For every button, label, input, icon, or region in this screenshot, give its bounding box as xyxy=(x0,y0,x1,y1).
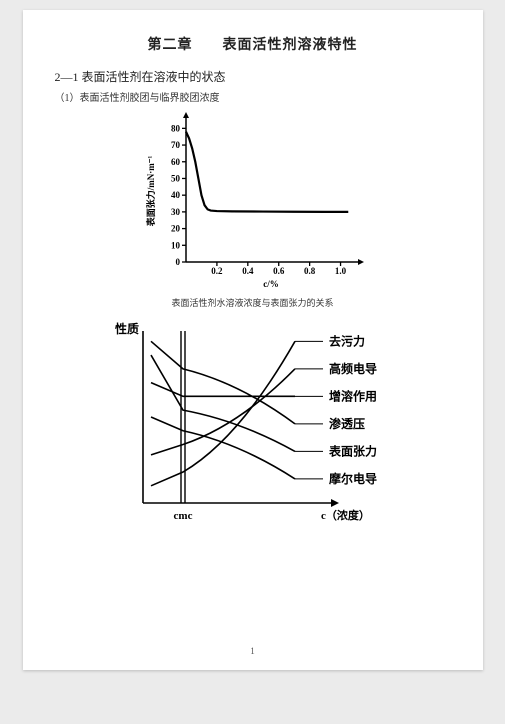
figure-2: 性质 cmc c（浓度） 去污力高频电导增溶作用渗透压表面张力摩尔电导 xyxy=(55,317,451,527)
svg-text:c/%: c/% xyxy=(263,279,279,289)
svg-text:0.4: 0.4 xyxy=(242,266,254,276)
svg-text:20: 20 xyxy=(171,224,181,234)
svg-text:cmc: cmc xyxy=(173,510,192,522)
svg-text:60: 60 xyxy=(171,157,181,167)
svg-text:30: 30 xyxy=(171,207,181,217)
svg-text:40: 40 xyxy=(171,190,181,200)
svg-text:c（浓度）: c（浓度） xyxy=(321,508,370,522)
section-title: 2—1 表面活性剂在溶液中的状态 xyxy=(55,68,451,85)
svg-text:0.6: 0.6 xyxy=(273,266,285,276)
svg-text:渗透压: 渗透压 xyxy=(329,416,365,431)
document-page: 第二章 表面活性剂溶液特性 2—1 表面活性剂在溶液中的状态 （1）表面活性剂胶… xyxy=(23,10,483,670)
svg-text:表面张力: 表面张力 xyxy=(328,443,377,458)
svg-text:10: 10 xyxy=(171,240,181,250)
svg-text:性质: 性质 xyxy=(114,321,139,336)
surface-tension-chart: 0 10 20 30 40 50 60 70 80 0.2 0.4 0.6 0.8 1.0 c/% 表面张力/… xyxy=(138,110,368,290)
svg-text:表面张力/mN·m⁻¹: 表面张力/mN·m⁻¹ xyxy=(145,155,156,227)
svg-text:0.2: 0.2 xyxy=(211,266,223,276)
properties-vs-concentration-chart: 性质 cmc c（浓度） 去污力高频电导增溶作用渗透压表面张力摩尔电导 xyxy=(103,317,403,527)
svg-text:0: 0 xyxy=(175,257,180,267)
figure-1-caption: 表面活性剂水溶液浓度与表面张力的关系 xyxy=(55,296,451,309)
figure-1: 0 10 20 30 40 50 60 70 80 0.2 0.4 0.6 0.8 1.0 c/% 表面张力/… xyxy=(55,110,451,290)
svg-text:80: 80 xyxy=(171,123,181,133)
svg-text:增溶作用: 增溶作用 xyxy=(329,388,377,403)
chapter-title: 第二章 表面活性剂溶液特性 xyxy=(55,34,451,54)
svg-text:50: 50 xyxy=(171,173,181,183)
svg-text:摩尔电导: 摩尔电导 xyxy=(329,471,377,486)
svg-text:高频电导: 高频电导 xyxy=(329,361,377,376)
svg-text:1.0: 1.0 xyxy=(334,266,346,276)
svg-text:去污力: 去污力 xyxy=(329,333,365,348)
subsection-title: （1）表面活性剂胶团与临界胶团浓度 xyxy=(55,89,451,104)
svg-text:0.8: 0.8 xyxy=(304,266,316,276)
svg-text:70: 70 xyxy=(171,140,181,150)
page-number: 1 xyxy=(23,646,483,656)
